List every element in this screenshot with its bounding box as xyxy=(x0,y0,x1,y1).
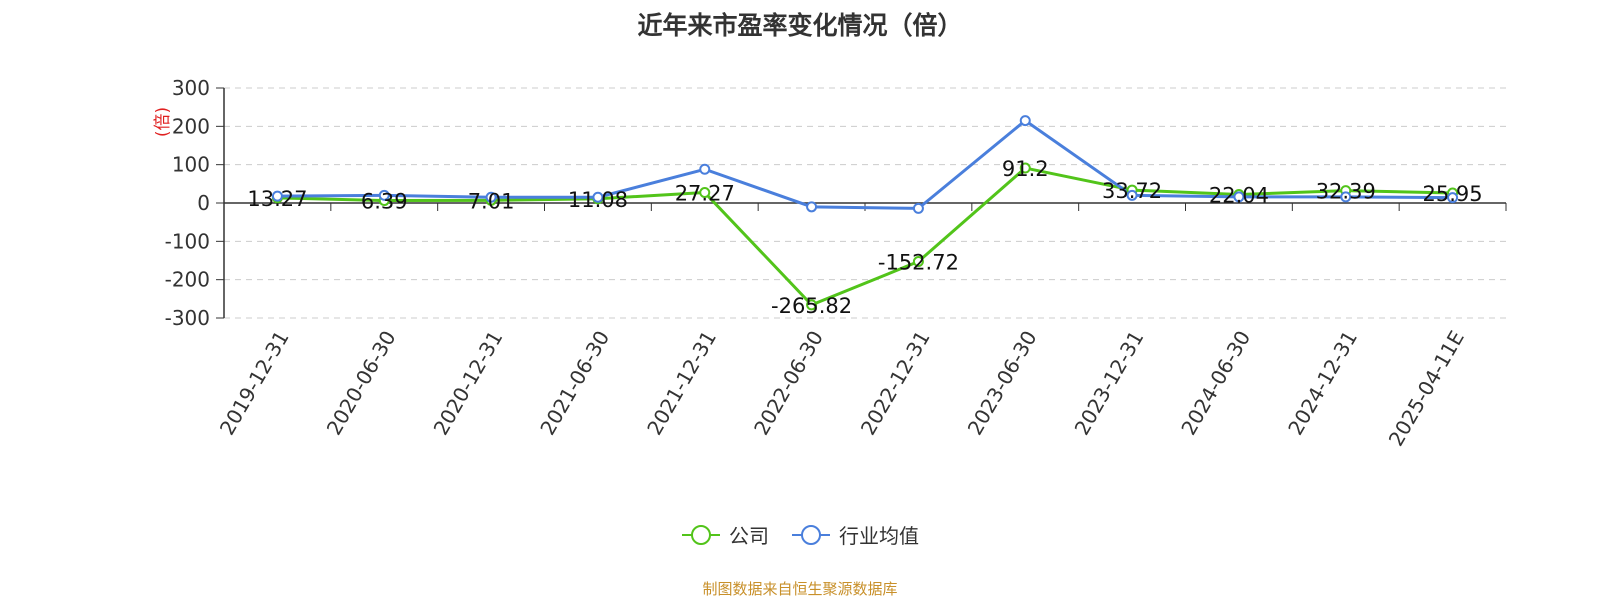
data-point xyxy=(378,189,390,201)
x-tick-label: 2025-04-11E xyxy=(1384,327,1469,451)
data-labels: 13.27 6.39 7.01 11.08 27.27 -265.82 -152.72 91.… xyxy=(247,157,1482,318)
data-point xyxy=(912,202,924,214)
x-tick-label: 2021-06-30 xyxy=(535,327,614,440)
data-point xyxy=(1019,162,1031,174)
data-point xyxy=(271,190,283,202)
data-point xyxy=(806,201,818,213)
data-label: 33.72 xyxy=(1102,179,1162,203)
data-point xyxy=(912,256,924,268)
y-tick-label: 200 xyxy=(172,114,210,138)
series-line xyxy=(277,166,1453,307)
legend-label: 行业均值 xyxy=(839,524,919,548)
series-line xyxy=(277,119,1453,210)
legend-marker-icon xyxy=(682,524,720,545)
data-label: 11.08 xyxy=(568,188,628,212)
x-tick-label: 2024-12-31 xyxy=(1283,327,1362,440)
data-label: 91.2 xyxy=(1002,157,1049,181)
data-point xyxy=(1340,191,1352,203)
y-tick-label: 300 xyxy=(172,76,210,100)
x-tick-label: 2021-12-31 xyxy=(642,327,721,440)
source-note: 制图数据来自恒生聚源数据库 xyxy=(702,580,898,598)
data-label: 13.27 xyxy=(247,187,307,211)
data-point xyxy=(806,299,818,311)
legend-marker-icon xyxy=(792,524,830,545)
y-tick-label: -300 xyxy=(165,306,210,330)
x-tick-label: 2022-12-31 xyxy=(856,327,935,440)
x-tick-label: 2019-12-31 xyxy=(215,327,294,440)
axes: 300 200 100 0 -100 -200 -300 (倍) 2019-12-31 2020-… xyxy=(153,76,1507,451)
data-label: 6.39 xyxy=(361,190,408,214)
x-tick-label: 2020-12-31 xyxy=(429,327,508,440)
data-label: -152.72 xyxy=(878,251,959,275)
data-label: 22.04 xyxy=(1209,184,1269,208)
data-point xyxy=(592,191,604,203)
data-label: 32.39 xyxy=(1316,180,1376,204)
data-point xyxy=(699,187,711,199)
data-label: 27.27 xyxy=(675,182,735,206)
data-point xyxy=(1447,192,1459,204)
data-point xyxy=(485,191,497,203)
legend: 公司 行业均值 xyxy=(0,520,1600,549)
y-axis-title: (倍) xyxy=(153,107,173,137)
data-label: -265.82 xyxy=(771,294,852,318)
x-tick-label: 2022-06-30 xyxy=(749,327,828,440)
legend-item[interactable]: 行业均值 xyxy=(791,520,919,549)
y-tick-label: -200 xyxy=(165,268,210,292)
data-point xyxy=(1126,189,1138,201)
chart-title: 近年来市盈率变化情况（倍） xyxy=(637,11,963,40)
x-tick-label: 2020-06-30 xyxy=(322,327,401,440)
series-layer xyxy=(271,115,1459,311)
y-tick-label: 100 xyxy=(172,153,210,177)
x-tick-label: 2023-06-30 xyxy=(963,327,1042,440)
legend-label: 公司 xyxy=(729,524,769,548)
data-point xyxy=(699,163,711,175)
y-tick-label: -100 xyxy=(165,229,210,253)
data-label: 7.01 xyxy=(468,189,515,213)
data-point xyxy=(1019,115,1031,127)
y-tick-label: 0 xyxy=(197,191,210,215)
data-point xyxy=(1233,191,1245,203)
data-label: 25.95 xyxy=(1423,182,1483,206)
x-tick-label: 2024-06-30 xyxy=(1176,327,1255,440)
grid-lines xyxy=(224,87,1506,319)
legend-item[interactable]: 公司 xyxy=(681,520,769,549)
x-tick-label: 2023-12-31 xyxy=(1070,327,1149,440)
